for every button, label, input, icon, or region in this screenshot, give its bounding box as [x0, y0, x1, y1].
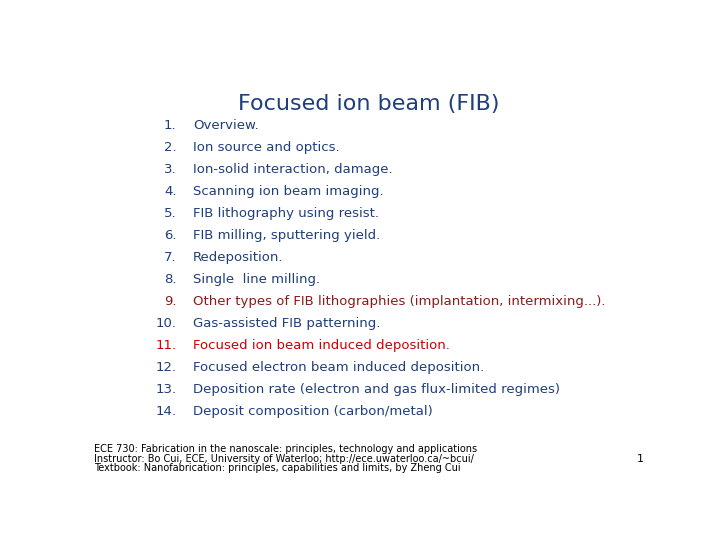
Text: Single  line milling.: Single line milling.: [193, 273, 320, 286]
Text: 3.: 3.: [164, 163, 176, 176]
Text: 14.: 14.: [156, 406, 176, 419]
Text: 10.: 10.: [156, 317, 176, 330]
Text: Other types of FIB lithographies (implantation, intermixing...).: Other types of FIB lithographies (implan…: [193, 295, 606, 308]
Text: Instructor: Bo Cui, ECE, University of Waterloo; http://ece.uwaterloo.ca/~bcui/: Instructor: Bo Cui, ECE, University of W…: [94, 454, 474, 464]
Text: Focused ion beam induced deposition.: Focused ion beam induced deposition.: [193, 339, 450, 352]
Text: Deposition rate (electron and gas flux-limited regimes): Deposition rate (electron and gas flux-l…: [193, 383, 560, 396]
Text: 2.: 2.: [164, 140, 176, 154]
Text: 4.: 4.: [164, 185, 176, 198]
Text: 8.: 8.: [164, 273, 176, 286]
Text: FIB lithography using resist.: FIB lithography using resist.: [193, 207, 379, 220]
Text: Ion-solid interaction, damage.: Ion-solid interaction, damage.: [193, 163, 393, 176]
Text: Focused ion beam (FIB): Focused ion beam (FIB): [238, 94, 500, 114]
Text: ECE 730: Fabrication in the nanoscale: principles, technology and applications: ECE 730: Fabrication in the nanoscale: p…: [94, 444, 477, 455]
Text: 9.: 9.: [164, 295, 176, 308]
Text: 1.: 1.: [164, 119, 176, 132]
Text: Deposit composition (carbon/metal): Deposit composition (carbon/metal): [193, 406, 433, 419]
Text: 13.: 13.: [156, 383, 176, 396]
Text: Scanning ion beam imaging.: Scanning ion beam imaging.: [193, 185, 384, 198]
Text: Overview.: Overview.: [193, 119, 259, 132]
Text: 5.: 5.: [164, 207, 176, 220]
Text: 1: 1: [636, 454, 644, 464]
Text: Focused electron beam induced deposition.: Focused electron beam induced deposition…: [193, 361, 485, 374]
Text: 11.: 11.: [156, 339, 176, 352]
Text: Redeposition.: Redeposition.: [193, 251, 284, 264]
Text: FIB milling, sputtering yield.: FIB milling, sputtering yield.: [193, 229, 380, 242]
Text: 12.: 12.: [156, 361, 176, 374]
Text: 6.: 6.: [164, 229, 176, 242]
Text: Ion source and optics.: Ion source and optics.: [193, 140, 340, 154]
Text: Gas-assisted FIB patterning.: Gas-assisted FIB patterning.: [193, 317, 381, 330]
Text: Textbook: Nanofabrication: principles, capabilities and limits, by Zheng Cui: Textbook: Nanofabrication: principles, c…: [94, 463, 461, 473]
Text: 7.: 7.: [164, 251, 176, 264]
